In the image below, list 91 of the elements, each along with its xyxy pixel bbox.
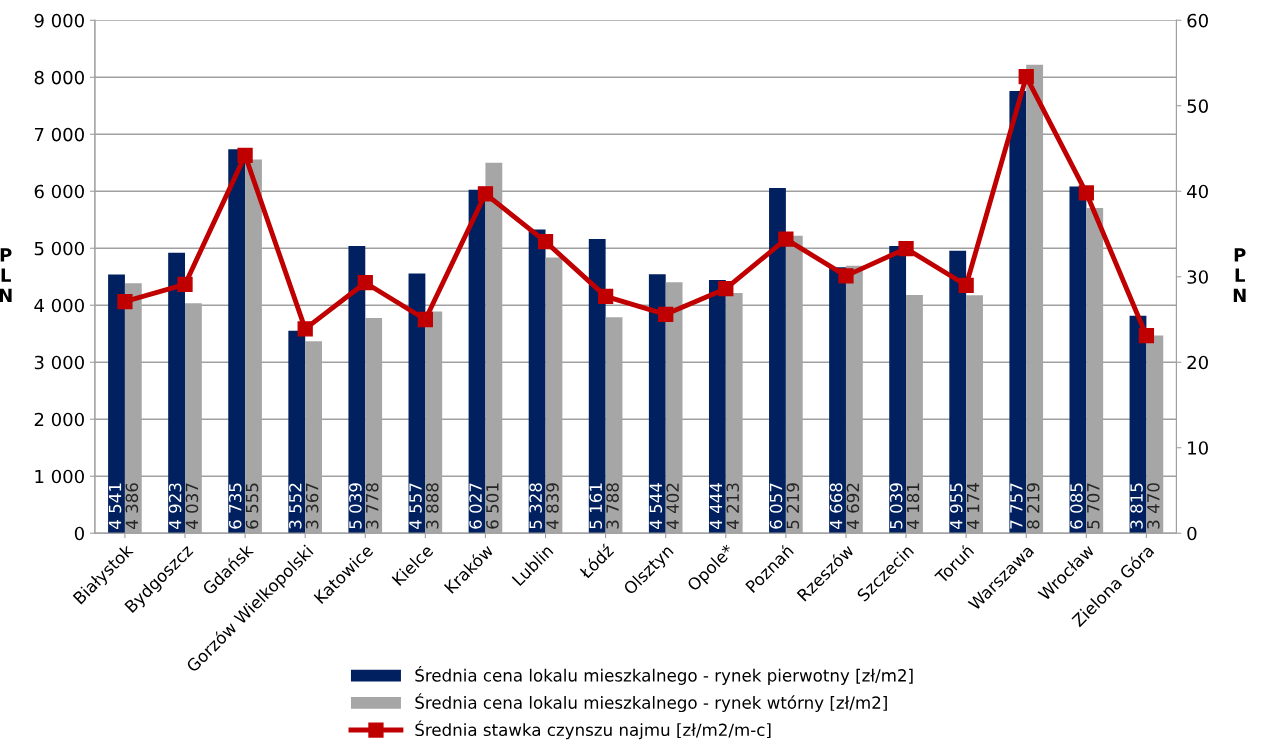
bar <box>949 250 967 534</box>
data-label: 4 213 <box>726 483 740 529</box>
data-label: 4 402 <box>666 483 679 529</box>
point <box>477 186 494 202</box>
y2-tick-label: 50 <box>1187 99 1208 113</box>
data-label: 3 888 <box>426 483 439 529</box>
point <box>597 288 614 305</box>
data-label: 5 707 <box>1086 483 1100 529</box>
data-label: 4 037 <box>185 483 199 529</box>
y-tick-label: 1 000 <box>35 469 84 484</box>
bar <box>348 246 366 534</box>
bar <box>228 149 246 534</box>
legend-label: Średnia cena lokalu mieszkalnego - rynek pierwotny [zł/m2] <box>415 666 913 685</box>
data-label: 4 541 <box>108 483 122 529</box>
y-tick-label: 9 000 <box>34 13 84 28</box>
point <box>537 234 554 250</box>
bar <box>528 229 546 534</box>
bar <box>1009 91 1027 534</box>
data-label: 4 668 <box>829 483 843 529</box>
data-label: 3 815 <box>1130 483 1143 529</box>
point <box>838 268 854 284</box>
data-label: 5 328 <box>529 483 542 529</box>
data-label: 6 735 <box>228 483 242 529</box>
data-label: 8 219 <box>1026 483 1040 529</box>
y2-axis-title: P L N <box>1233 248 1246 302</box>
point <box>237 147 253 163</box>
data-label: 4 174 <box>967 483 980 529</box>
y-tick-label: 5 000 <box>34 241 84 256</box>
y2-tick-label: 30 <box>1187 270 1208 284</box>
data-label: 5 039 <box>889 483 903 529</box>
data-label: 3 778 <box>365 483 379 529</box>
data-label: 5 161 <box>589 483 603 529</box>
data-label: 4 544 <box>649 483 663 529</box>
point <box>898 240 914 257</box>
data-label: 4 444 <box>709 483 722 529</box>
data-label: 4 955 <box>949 483 963 529</box>
data-label: 5 219 <box>786 483 800 529</box>
data-label: 3 788 <box>606 483 619 529</box>
bar <box>588 239 606 534</box>
y-tick-label: 2 000 <box>34 412 84 427</box>
legend-label: Średnia stawka czynszu najmu [zł/m2/m-c] <box>415 720 771 740</box>
y2-tick-label: 60 <box>1187 13 1208 28</box>
data-label: 6 501 <box>486 483 499 529</box>
point <box>1078 185 1094 201</box>
y-tick-label: 6 000 <box>34 184 84 199</box>
data-label: 3 552 <box>289 483 302 529</box>
y-tick-label: 3 000 <box>34 355 84 370</box>
point <box>117 293 133 310</box>
point <box>297 321 313 337</box>
y2-tick-label: 0 <box>1187 526 1197 541</box>
y-tick-label: 7 000 <box>34 127 84 142</box>
data-label: 6 057 <box>769 483 783 529</box>
y2-tick-label: 10 <box>1188 441 1208 455</box>
bar <box>288 330 306 534</box>
data-label: 6 555 <box>245 483 259 529</box>
data-label: 3 470 <box>1147 483 1160 529</box>
data-label: 6 027 <box>469 483 482 529</box>
y2-tick-label: 40 <box>1187 184 1208 199</box>
bar <box>889 246 907 534</box>
y-tick-label: 8 000 <box>34 70 84 85</box>
point <box>177 276 193 293</box>
point <box>1018 69 1034 85</box>
point <box>417 311 433 328</box>
point <box>357 275 373 291</box>
point <box>658 306 674 322</box>
data-label: 7 757 <box>1010 483 1023 529</box>
data-label: 4 557 <box>409 483 422 529</box>
point <box>958 277 974 293</box>
y-tick-label: 0 <box>74 526 84 541</box>
data-label: 4 839 <box>546 483 559 529</box>
data-label: 5 039 <box>349 483 362 529</box>
data-label: 4 923 <box>168 483 182 529</box>
y-axis-title: P L N <box>0 248 12 302</box>
data-label: 4 386 <box>125 483 139 529</box>
data-label: 4 181 <box>906 483 920 529</box>
bar <box>108 274 125 534</box>
bar <box>769 188 786 534</box>
y-tick-label: 4 000 <box>34 298 84 313</box>
bar <box>708 279 726 534</box>
data-label: 6 085 <box>1070 483 1083 529</box>
point <box>1138 328 1155 344</box>
data-label: 3 367 <box>305 483 319 529</box>
data-label: 4 692 <box>846 483 860 529</box>
point <box>718 281 734 297</box>
point <box>778 231 794 247</box>
bar <box>1069 186 1087 534</box>
bar <box>648 274 666 534</box>
legend-label: Średnia cena lokalu mieszkalnego - rynek wtórny [zł/m2] <box>415 693 887 713</box>
y2-tick-label: 20 <box>1187 355 1208 370</box>
bar <box>829 267 846 534</box>
bar <box>168 252 186 534</box>
